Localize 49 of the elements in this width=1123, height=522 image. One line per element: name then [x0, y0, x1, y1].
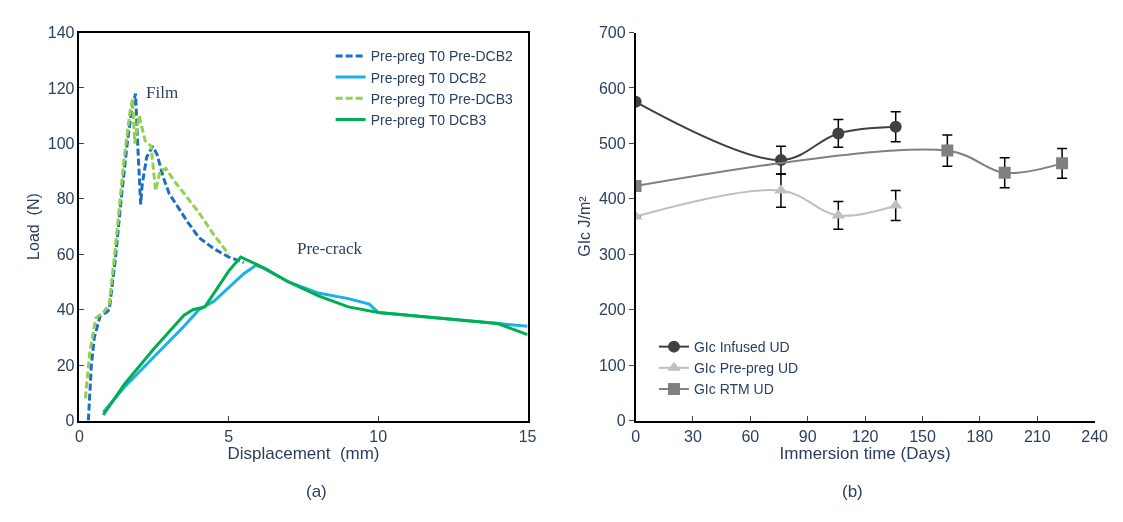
y-tick-label: 300	[598, 245, 626, 263]
point	[941, 144, 954, 157]
x-tick-label: 30	[684, 427, 702, 445]
x-tick-label: 180	[966, 427, 994, 445]
x-tick-label: 15	[518, 427, 537, 445]
x-tick-label: 0	[631, 427, 641, 445]
legend-label: Pre-preg T0 Pre-DCB3	[370, 90, 513, 107]
y-axis-title: Load (N)	[25, 193, 43, 260]
x-tick-label: 5	[224, 427, 234, 445]
y-tick-label: 0	[65, 412, 75, 430]
x-tick-label: 60	[741, 427, 760, 445]
y-tick-label: 100	[598, 356, 626, 374]
y-tick-label: 60	[56, 245, 75, 263]
y-tick-label: 20	[56, 356, 75, 374]
text: (b)	[842, 482, 863, 501]
point	[774, 184, 788, 194]
x-tick-label: 120	[851, 427, 879, 445]
y-tick-label: 500	[598, 135, 626, 153]
legend-label: GIc Infused UD	[693, 339, 790, 356]
x-tick-label: 210	[1023, 427, 1051, 445]
y-tick-label: 200	[598, 301, 626, 319]
y-tick-label: 40	[56, 301, 75, 319]
point	[832, 127, 845, 140]
y-tick-label: 600	[598, 79, 626, 97]
annotation: Pre-crack	[297, 239, 363, 258]
point	[889, 120, 902, 133]
x-tick-label: 150	[909, 427, 936, 445]
x-tick-label: 240	[1081, 427, 1109, 445]
y-axis-title: GIc J/m²	[576, 195, 594, 257]
y-tick-label: 400	[598, 190, 626, 208]
x-axis-title: Immersion time (Days)	[779, 444, 951, 464]
y-tick-label: 80	[56, 190, 75, 208]
point	[998, 166, 1011, 179]
legend-label: Pre-preg T0 Pre-DCB2	[370, 48, 513, 65]
x-axis-title: Displacement (mm)	[227, 444, 380, 464]
text: (a)	[306, 482, 327, 501]
y-tick-label: 0	[616, 412, 626, 430]
legend-label: Pre-preg T0 DCB2	[370, 69, 487, 86]
y-tick-label: 120	[47, 79, 75, 97]
legend-label: Pre-preg T0 DCB3	[370, 111, 487, 128]
y-tick-label: 700	[598, 24, 626, 42]
legend-label: GIc Pre-preg UD	[693, 360, 799, 377]
line-series	[83, 97, 231, 400]
x-tick-label: 90	[798, 427, 817, 445]
annotation: Film	[146, 83, 179, 102]
legend-label: GIc RTM UD	[693, 381, 774, 398]
x-tick-label: 10	[369, 427, 388, 445]
y-tick-label: 140	[47, 24, 75, 42]
y-tick-label: 100	[47, 135, 75, 153]
